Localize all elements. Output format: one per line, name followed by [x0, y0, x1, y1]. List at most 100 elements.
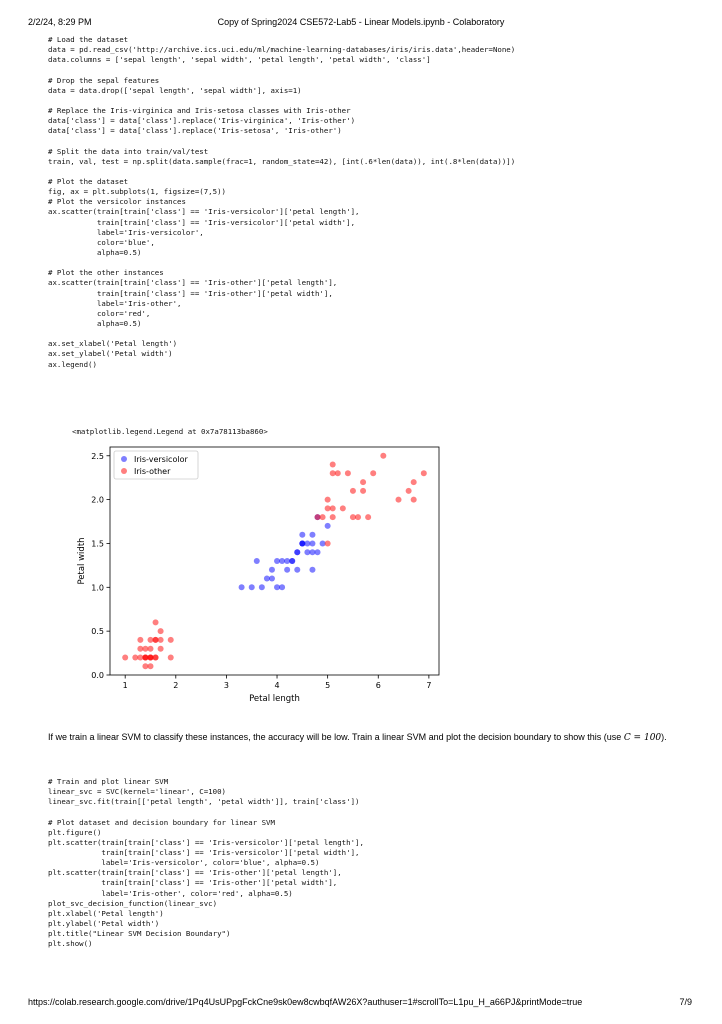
code-cell-load-and-plot[interactable]: # Load the dataset data = pd.read_csv('ht…	[48, 35, 515, 370]
code-line: data.columns = ['sepal length', 'sepal w…	[48, 55, 431, 65]
other-point	[152, 636, 159, 643]
other-point	[329, 505, 336, 512]
versicolor-point	[258, 584, 265, 591]
legend-label: Iris-versicolor	[134, 455, 188, 464]
other-point	[157, 645, 164, 652]
code-line: plt.ylabel('Petal width')	[48, 918, 160, 928]
other-point	[147, 636, 154, 643]
code-line: # Drop the sepal features	[48, 75, 160, 85]
code-line: train[train['class'] == 'Iris-other']['p…	[48, 878, 338, 888]
other-point	[344, 470, 351, 477]
legend-box	[113, 450, 199, 480]
code-line: plot_svc_decision_function(linear_svc)	[48, 898, 218, 908]
other-point	[410, 479, 417, 486]
code-line: ax.scatter(train[train['class'] == 'Iris…	[48, 207, 360, 217]
y-tick-label: 0.5	[91, 627, 104, 636]
code-line	[48, 96, 515, 106]
legend-marker	[121, 456, 127, 462]
print-footer: https://colab.research.google.com/drive/…	[0, 997, 722, 1011]
versicolor-point	[253, 558, 260, 564]
versicolor-point	[268, 575, 275, 582]
code-line	[48, 258, 515, 268]
versicolor-point	[248, 584, 255, 591]
other-point	[142, 654, 149, 661]
code-line: plt.scatter(train[train['class'] == 'Iri…	[48, 837, 364, 847]
code-line: linear_svc = SVC(kernel='linear', C=100)	[48, 787, 226, 797]
other-point	[147, 663, 154, 670]
code-line	[48, 167, 515, 177]
markdown-math-c: C = 100	[623, 733, 662, 743]
other-point	[355, 514, 362, 521]
versicolor-point	[299, 531, 306, 538]
code-line: # Replace the Iris-virginica and Iris-se…	[48, 105, 351, 115]
x-axis-label: Petal length	[249, 694, 300, 704]
markdown-suffix: ).	[661, 732, 667, 742]
other-point	[319, 514, 326, 521]
versicolor-point	[279, 584, 286, 591]
other-point	[137, 654, 144, 661]
other-point	[329, 461, 336, 468]
code-line: label='Iris-versicolor', color='blue', a…	[48, 858, 320, 868]
code-cell-linear-svm[interactable]: # Train and plot linear SVM linear_svc = …	[48, 777, 364, 949]
other-point	[157, 628, 164, 635]
versicolor-point	[324, 522, 331, 529]
versicolor-point	[279, 558, 286, 564]
y-tick-label: 0.0	[91, 671, 104, 680]
other-point	[405, 487, 412, 494]
versicolor-point	[309, 540, 316, 547]
other-point	[152, 619, 159, 626]
code-line	[48, 65, 515, 75]
markdown-cell: If we train a linear SVM to classify the…	[48, 729, 688, 747]
other-point	[360, 479, 367, 486]
versicolor-point	[304, 549, 311, 556]
code-line: data = pd.read_csv('http://archive.ics.u…	[48, 45, 516, 55]
code-line: label='Iris-versicolor',	[48, 227, 204, 237]
code-line: # Split the data into train/val/test	[48, 146, 209, 156]
versicolor-point	[309, 549, 316, 556]
versicolor-point	[238, 584, 245, 591]
versicolor-point	[309, 566, 316, 573]
code-line: plt.title("Linear SVM Decision Boundary"…	[48, 929, 231, 939]
other-point	[334, 470, 341, 477]
versicolor-point	[268, 566, 275, 573]
other-point	[142, 645, 149, 652]
versicolor-point	[294, 566, 301, 573]
other-point	[132, 654, 139, 661]
code-line: train[train['class'] == 'Iris-other']['p…	[48, 288, 333, 298]
other-point	[370, 470, 377, 477]
code-line: plt.xlabel('Petal length')	[48, 908, 164, 918]
code-line: ax.set_ylabel('Petal width')	[48, 349, 173, 359]
code-line: # Plot the other instances	[48, 268, 164, 278]
other-point	[137, 645, 144, 652]
code-line: ax.scatter(train[train['class'] == 'Iris…	[48, 278, 338, 288]
versicolor-point	[319, 540, 326, 547]
code-line	[48, 136, 515, 146]
page-number: 7/9	[679, 997, 692, 1007]
code-line: color='red',	[48, 308, 151, 318]
other-point	[152, 654, 159, 661]
code-line: fig, ax = plt.subplots(1, figsize=(7,5))	[48, 187, 226, 197]
other-point	[137, 636, 144, 643]
code-line: data['class'] = data['class'].replace('I…	[48, 116, 356, 126]
x-tick-label: 2	[173, 681, 178, 690]
other-point	[142, 663, 149, 670]
legend-marker	[121, 468, 127, 474]
other-point	[339, 505, 346, 512]
versicolor-point	[289, 558, 296, 564]
cell-output-text: <matplotlib.legend.Legend at 0x7a78113ba…	[72, 427, 268, 436]
code-line: data = data.drop(['sepal length', 'sepal…	[48, 85, 302, 95]
x-tick-label: 1	[123, 681, 128, 690]
other-point	[360, 487, 367, 494]
x-tick-label: 6	[376, 681, 381, 690]
other-point	[349, 514, 356, 521]
code-line: ax.legend()	[48, 359, 97, 369]
other-point	[157, 636, 164, 643]
other-point	[380, 452, 387, 459]
axes-frame	[109, 446, 440, 676]
code-line: data['class'] = data['class'].replace('I…	[48, 126, 342, 136]
code-line: plt.show()	[48, 939, 93, 949]
other-point	[365, 514, 372, 521]
other-point	[395, 496, 402, 503]
y-tick-label: 2.0	[91, 496, 104, 505]
code-line: train[train['class'] == 'Iris-versicolor…	[48, 217, 356, 227]
